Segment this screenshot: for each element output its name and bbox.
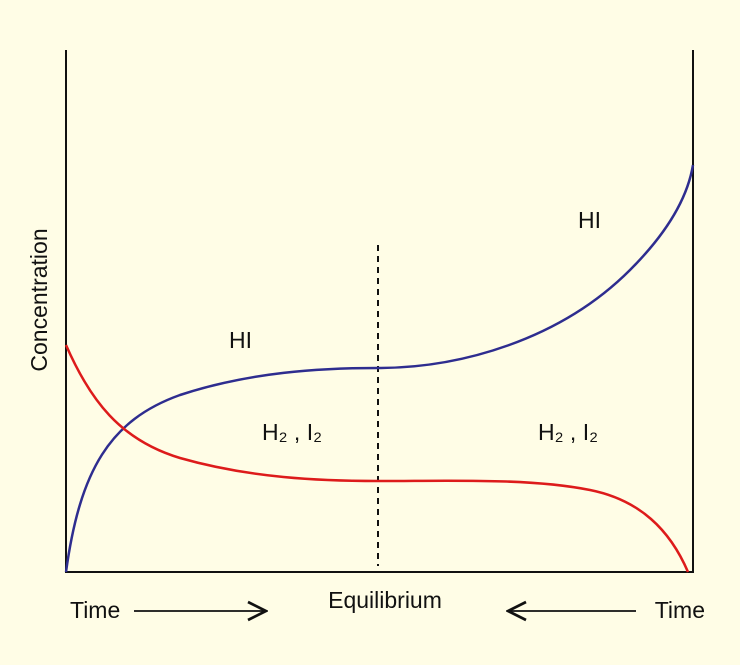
h2-i2-curve	[64, 344, 690, 573]
curve-label: H₂ , I₂	[538, 419, 598, 445]
left-time-label: Time	[70, 597, 120, 623]
hi-curve	[64, 164, 695, 573]
center-label: Equilibrium	[328, 587, 442, 613]
curve-label: H₂ , I₂	[262, 419, 322, 445]
right-time-label: Time	[655, 597, 705, 623]
curve-label: HI	[578, 207, 601, 233]
curve-label: HI	[229, 327, 252, 353]
y-axis-label: Concentration	[26, 228, 52, 371]
